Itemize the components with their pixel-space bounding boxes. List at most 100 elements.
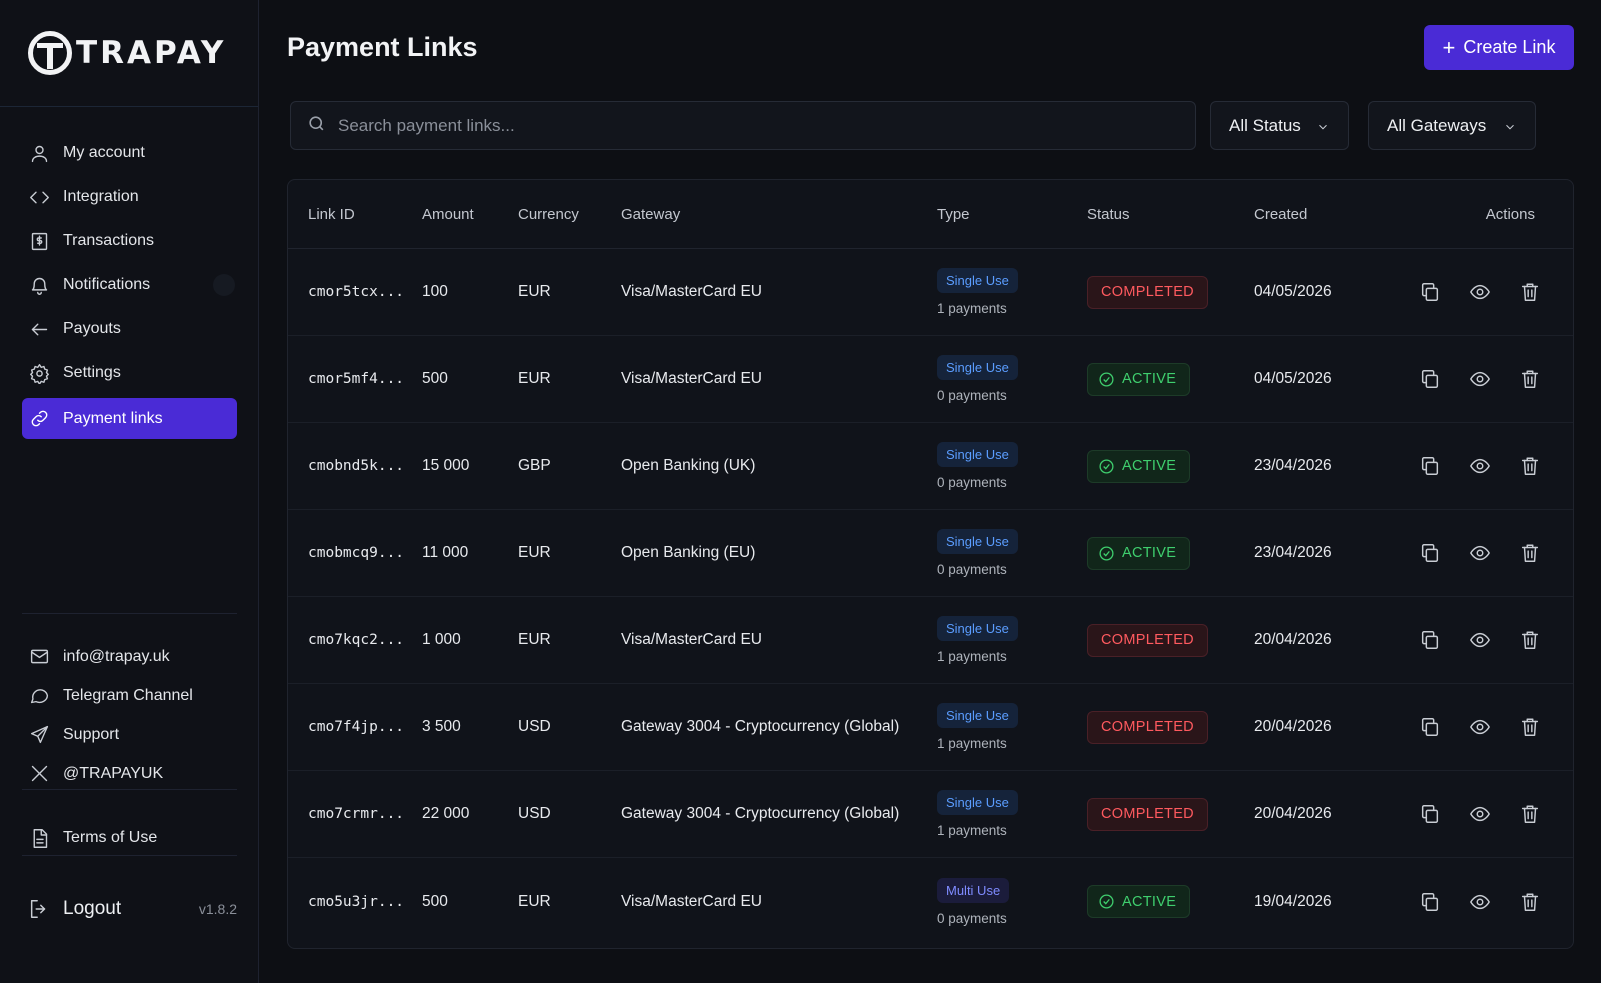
email-link[interactable]: info@trapay.uk <box>22 637 237 676</box>
x-label: @TRAPAYUK <box>63 764 164 782</box>
gateway: Gateway 3004 - Cryptocurrency (Global) <box>621 805 900 822</box>
gateway: Visa/MasterCard EU <box>621 283 762 300</box>
mail-icon <box>28 646 50 668</box>
type-cell: Single Use 1 payments <box>937 616 1087 664</box>
eye-icon[interactable] <box>1468 367 1492 391</box>
trash-icon[interactable] <box>1518 890 1542 914</box>
eye-icon[interactable] <box>1468 628 1492 652</box>
row-actions <box>1397 715 1573 739</box>
status-label: COMPLETED <box>1101 284 1194 300</box>
create-link-label: Create Link <box>1463 37 1556 57</box>
chevron-down-icon <box>1316 119 1330 133</box>
trash-icon[interactable] <box>1518 454 1542 478</box>
table-row[interactable]: cmo5u3jr... 500 EUR Visa/MasterCard EU Multi… <box>288 858 1573 945</box>
copy-icon[interactable] <box>1418 802 1442 826</box>
table-row[interactable]: cmor5mf4... 500 EUR Visa/MasterCard EU Singl… <box>288 336 1573 423</box>
sidebar-item-notifications[interactable]: Notifications <box>22 263 237 307</box>
row-actions <box>1397 367 1573 391</box>
chat-icon <box>28 685 50 707</box>
main-content: Payment Links + Create Link All Status A… <box>259 0 1601 983</box>
create-link-button[interactable]: + Create Link <box>1424 25 1574 70</box>
sidebar-item-integration[interactable]: Integration <box>22 175 237 219</box>
sidebar-item-settings[interactable]: Settings <box>22 351 237 395</box>
gateway-filter-select[interactable]: All Gateways <box>1368 101 1536 150</box>
amount: 1 000 <box>422 631 461 648</box>
status-badge: COMPLETED <box>1087 710 1208 744</box>
link-id: cmo5u3jr... <box>308 893 405 910</box>
table-row[interactable]: cmo7kqc2... 1 000 EUR Visa/MasterCard EU Sin… <box>288 597 1573 684</box>
copy-icon[interactable] <box>1418 541 1442 565</box>
support-label: Support <box>63 725 120 743</box>
check-circle-icon <box>1098 371 1115 388</box>
table-row[interactable]: cmo7f4jp... 3 500 USD Gateway 3004 - Crypto… <box>288 684 1573 771</box>
telegram-link[interactable]: Telegram Channel <box>22 676 237 715</box>
type-cell: Single Use 0 payments <box>937 442 1087 490</box>
status-cell: ACTIVE <box>1087 885 1254 918</box>
status-badge: ACTIVE <box>1087 885 1191 918</box>
trash-icon[interactable] <box>1518 715 1542 739</box>
link-icon <box>28 408 50 430</box>
currency: EUR <box>518 283 551 300</box>
table-row[interactable]: cmor5tcx... 100 EUR Visa/MasterCard EU Singl… <box>288 249 1573 336</box>
support-link[interactable]: Support <box>22 715 237 754</box>
sidebar-item-payouts[interactable]: Payouts <box>22 307 237 351</box>
currency: USD <box>518 718 551 735</box>
payment-count: 1 payments <box>937 823 1007 838</box>
gateway-filter-value: All Gateways <box>1387 115 1487 135</box>
link-id: cmobnd5k... <box>308 458 405 474</box>
type-badge: Single Use <box>937 268 1018 293</box>
copy-icon[interactable] <box>1418 628 1442 652</box>
copy-icon[interactable] <box>1418 454 1442 478</box>
sidebar-divider <box>22 855 237 856</box>
eye-icon[interactable] <box>1468 280 1492 304</box>
trash-icon[interactable] <box>1518 541 1542 565</box>
table-row[interactable]: cmobmcq9... 11 000 EUR Open Banking (EU) Sin… <box>288 510 1573 597</box>
brand-logo[interactable]: TRAPAY <box>0 0 258 107</box>
table-row[interactable]: cmobnd5k... 15 000 GBP Open Banking (UK) Sin… <box>288 423 1573 510</box>
logo-icon <box>28 31 72 75</box>
plus-icon: + <box>1442 34 1456 60</box>
link-id: cmor5mf4... <box>308 371 405 387</box>
column-header-gateway: Gateway <box>621 205 681 223</box>
sidebar-item-transactions[interactable]: Transactions <box>22 219 237 263</box>
eye-icon[interactable] <box>1468 541 1492 565</box>
copy-icon[interactable] <box>1418 367 1442 391</box>
row-actions <box>1397 454 1573 478</box>
sidebar-divider <box>22 613 237 614</box>
status-label: COMPLETED <box>1101 719 1194 735</box>
x-link[interactable]: @TRAPAYUK <box>22 754 237 793</box>
sidebar-item-my-account[interactable]: My account <box>22 131 237 175</box>
status-filter-select[interactable]: All Status <box>1210 101 1349 150</box>
eye-icon[interactable] <box>1468 715 1492 739</box>
column-header-amount: Amount <box>422 205 474 223</box>
logout-button[interactable]: Logout v1.8.2 <box>22 892 237 926</box>
copy-icon[interactable] <box>1418 890 1442 914</box>
logout-icon <box>28 898 50 920</box>
receipt-icon <box>28 230 50 252</box>
gateway: Visa/MasterCard EU <box>621 370 762 387</box>
trash-icon[interactable] <box>1518 802 1542 826</box>
eye-icon[interactable] <box>1468 802 1492 826</box>
column-header-created: Created <box>1254 205 1308 223</box>
trash-icon[interactable] <box>1518 280 1542 304</box>
eye-icon[interactable] <box>1468 454 1492 478</box>
status-cell: COMPLETED <box>1087 797 1254 831</box>
table-header: Link ID Amount Currency Gateway Type Sta… <box>288 180 1573 249</box>
terms-link[interactable]: Terms of Use <box>22 816 237 860</box>
sidebar-divider <box>22 789 237 790</box>
status-label: ACTIVE <box>1122 893 1177 910</box>
trash-icon[interactable] <box>1518 628 1542 652</box>
status-label: COMPLETED <box>1101 806 1194 822</box>
gateway: Visa/MasterCard EU <box>621 892 762 910</box>
copy-icon[interactable] <box>1418 715 1442 739</box>
table-row[interactable]: cmo7crmr... 22 000 USD Gateway 3004 - Crypt… <box>288 771 1573 858</box>
copy-icon[interactable] <box>1418 280 1442 304</box>
sidebar-item-payment-links[interactable]: Payment links <box>22 398 237 439</box>
search-input[interactable] <box>338 115 1178 136</box>
amount: 100 <box>422 283 448 300</box>
amount: 15 000 <box>422 457 470 474</box>
created-date: 04/05/2026 <box>1254 370 1332 387</box>
x-icon <box>28 763 50 785</box>
trash-icon[interactable] <box>1518 367 1542 391</box>
eye-icon[interactable] <box>1468 890 1492 914</box>
